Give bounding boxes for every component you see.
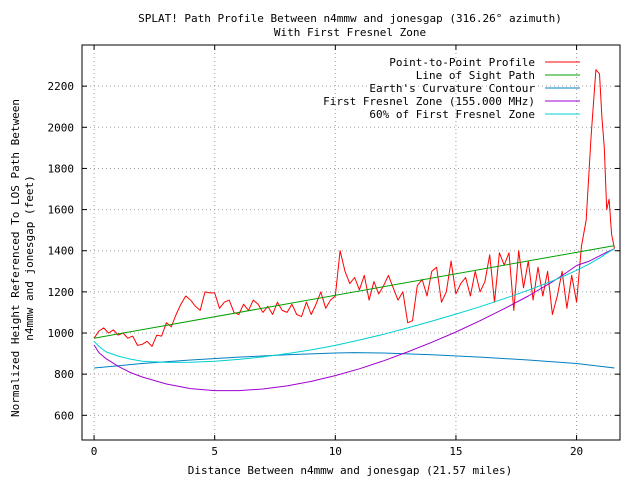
y-tick-label: 2200 — [48, 80, 75, 93]
x-tick-label: 10 — [329, 445, 342, 458]
y-tick-label: 600 — [54, 409, 74, 422]
legend-label-3: Earth's Curvature Contour — [369, 82, 535, 95]
plot-frame — [81, 44, 621, 441]
series-line-4 — [93, 248, 615, 392]
y-tick-label: 1800 — [48, 162, 75, 175]
y-tick-label: 1600 — [48, 204, 75, 217]
y-tick-label: 1400 — [48, 245, 75, 258]
x-axis-label: Distance Between n4mmw and jonesgap (21.… — [188, 464, 513, 477]
chart-title: SPLAT! Path Profile Between n4mmw and jo… — [138, 12, 562, 25]
legend-label-4: First Fresnel Zone (155.000 MHz) — [323, 95, 535, 108]
series-line-2 — [94, 245, 615, 339]
y-tick-label: 1200 — [48, 286, 75, 299]
legend-label-1: Point-to-Point Profile — [389, 56, 535, 69]
y-tick-label: 800 — [54, 368, 74, 381]
grid-layer — [82, 45, 620, 440]
series-line-5 — [93, 248, 615, 363]
legend-label-2: Line of Sight Path — [416, 69, 535, 82]
y-axis-label-line-2: n4mmw and jonesgap (feet) — [23, 175, 36, 341]
y-axis-label-line-1: Normalized Height Referenced To LOS Path… — [9, 99, 22, 417]
y-axis-label: Normalized Height Referenced To LOS Path… — [9, 99, 36, 417]
legend-label-5: 60% of First Fresnel Zone — [369, 108, 535, 121]
series-line-3 — [94, 352, 615, 369]
chart-subtitle: With First Fresnel Zone — [274, 26, 426, 39]
series-line-1 — [93, 69, 615, 347]
chart-title-group: SPLAT! Path Profile Between n4mmw and jo… — [138, 12, 562, 39]
series-layer — [93, 69, 615, 392]
x-tick-label: 5 — [211, 445, 218, 458]
y-tick-label: 2000 — [48, 121, 75, 134]
axes-layer — [81, 44, 621, 441]
y-tick-label: 1000 — [48, 327, 75, 340]
x-tick-label: 20 — [570, 445, 583, 458]
tick-label-layer: 0 5 10 15 20 600 800 1000 1200 1400 1600 1800 2000 22… — [48, 80, 584, 458]
x-tick-label: 0 — [91, 445, 98, 458]
x-tick-label: 15 — [449, 445, 462, 458]
